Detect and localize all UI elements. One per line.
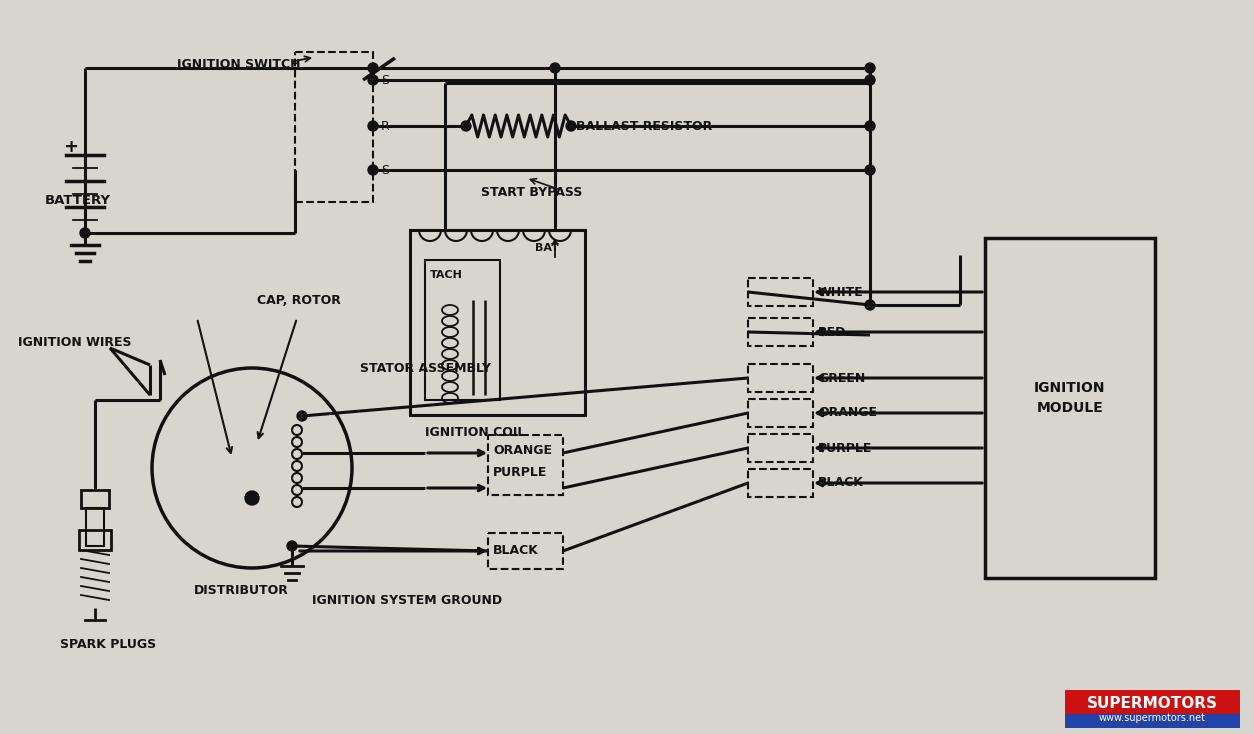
Bar [425,260,500,400]
Circle shape [865,300,875,310]
Text: IGNITION SYSTEM GROUND: IGNITION SYSTEM GROUND [312,595,502,608]
Bar [1065,690,1240,713]
Bar [747,434,813,462]
Text: BATTERY: BATTERY [45,194,112,206]
Bar [747,399,813,427]
Text: R: R [381,120,390,133]
Text: GREEN: GREEN [818,371,865,385]
Text: S: S [381,73,389,87]
Text: PURPLE: PURPLE [493,467,548,479]
Bar [82,490,109,508]
Circle shape [865,63,875,73]
Text: IGNITION WIRES: IGNITION WIRES [18,335,132,349]
Text: SUPERMOTORS: SUPERMOTORS [1086,696,1218,711]
Text: IGNITION COIL: IGNITION COIL [425,426,525,440]
Text: WHITE: WHITE [818,286,864,299]
Text: ORANGE: ORANGE [493,445,552,457]
Text: BAT: BAT [535,243,559,253]
Circle shape [80,228,90,238]
Bar [79,530,112,550]
Circle shape [865,165,875,175]
Bar [87,508,104,546]
Text: BLACK: BLACK [493,545,539,558]
Bar [747,469,813,497]
Bar [747,278,813,306]
Circle shape [865,75,875,85]
Text: www.supermotors.net: www.supermotors.net [1099,713,1205,723]
Text: STATOR ASSEMBLY: STATOR ASSEMBLY [360,362,492,374]
Circle shape [287,541,297,551]
Text: ORANGE: ORANGE [818,407,877,420]
Circle shape [367,63,377,73]
Circle shape [551,63,561,73]
Bar [984,238,1155,578]
Bar [747,364,813,392]
Text: IGNITION: IGNITION [1035,381,1106,395]
Circle shape [245,491,260,505]
Text: BLACK: BLACK [818,476,864,490]
Text: START BYPASS: START BYPASS [482,186,582,198]
Bar [488,533,563,569]
Text: S: S [381,164,389,176]
Circle shape [461,121,472,131]
Text: +: + [63,138,78,156]
Text: CAP, ROTOR: CAP, ROTOR [257,294,341,307]
Bar [1065,713,1240,728]
Bar [747,318,813,346]
Text: SPARK PLUGS: SPARK PLUGS [60,639,157,652]
Bar [410,230,586,415]
Text: TACH: TACH [430,270,463,280]
Text: MODULE: MODULE [1037,401,1104,415]
Circle shape [865,121,875,131]
Text: PURPLE: PURPLE [818,441,873,454]
Circle shape [367,75,377,85]
Circle shape [566,121,576,131]
Bar [295,52,372,202]
Text: BALLAST RESISTOR: BALLAST RESISTOR [576,120,712,133]
Bar [488,435,563,495]
Circle shape [367,165,377,175]
Text: RED: RED [818,325,846,338]
Text: IGNITION SWITCH: IGNITION SWITCH [177,57,301,70]
Circle shape [297,411,307,421]
Text: DISTRIBUTOR: DISTRIBUTOR [194,584,288,597]
Circle shape [367,121,377,131]
